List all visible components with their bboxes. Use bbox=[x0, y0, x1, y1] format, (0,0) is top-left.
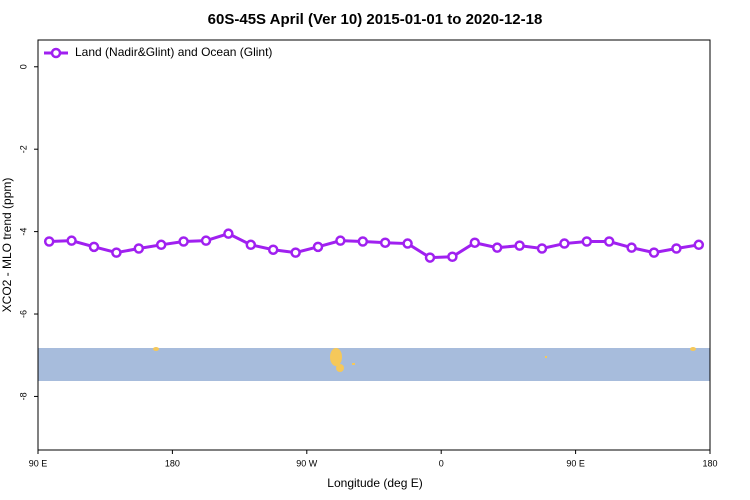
point bbox=[335, 235, 346, 246]
point bbox=[648, 247, 660, 258]
x-tick-label: 180 bbox=[165, 458, 180, 468]
point bbox=[379, 237, 391, 248]
point bbox=[245, 239, 257, 251]
legend-label: Land (Nadir&Glint) and Ocean (Glint) bbox=[75, 45, 272, 59]
chart-title: 60S-45S April (Ver 10) 2015-01-01 to 202… bbox=[208, 11, 543, 28]
y-tick-label: -4 bbox=[18, 228, 28, 236]
x-axis-label: Longitude (deg E) bbox=[327, 476, 422, 490]
point bbox=[536, 243, 548, 254]
plot-frame bbox=[37, 39, 711, 451]
point bbox=[514, 240, 525, 251]
point bbox=[111, 247, 122, 258]
point bbox=[290, 247, 301, 258]
point bbox=[402, 238, 413, 249]
x-tick-label: 90 W bbox=[296, 458, 318, 468]
y-axis-label: XCO2 - MLO trend (ppm) bbox=[0, 178, 14, 313]
y-tick-label: -6 bbox=[18, 310, 28, 318]
legend-marker bbox=[50, 47, 62, 59]
land-ocean-strip bbox=[38, 348, 710, 381]
point bbox=[424, 252, 436, 263]
y-tick-label: -2 bbox=[18, 145, 28, 153]
point bbox=[43, 236, 55, 247]
point bbox=[491, 242, 503, 253]
point bbox=[603, 236, 615, 247]
point bbox=[559, 238, 570, 249]
x-tick-label: 90 E bbox=[29, 458, 48, 468]
x-tick-label: 180 bbox=[702, 458, 717, 468]
point bbox=[200, 235, 212, 246]
point bbox=[693, 239, 705, 251]
point bbox=[671, 243, 682, 254]
point bbox=[66, 235, 77, 246]
x-tick-label: 0 bbox=[439, 458, 444, 468]
y-tick-label: 0 bbox=[18, 64, 28, 69]
point bbox=[469, 237, 481, 248]
series-line bbox=[49, 232, 700, 260]
point bbox=[267, 244, 279, 255]
y-tick-label: -8 bbox=[18, 392, 28, 400]
point bbox=[312, 241, 324, 253]
land-marks bbox=[153, 347, 696, 372]
point bbox=[357, 236, 369, 247]
point bbox=[626, 242, 637, 253]
point bbox=[133, 243, 145, 254]
x-tick-label: 90 E bbox=[566, 458, 585, 468]
point bbox=[178, 236, 189, 247]
point bbox=[155, 239, 167, 251]
point bbox=[88, 241, 100, 253]
point bbox=[223, 228, 234, 239]
point bbox=[581, 236, 593, 247]
point bbox=[447, 251, 458, 262]
